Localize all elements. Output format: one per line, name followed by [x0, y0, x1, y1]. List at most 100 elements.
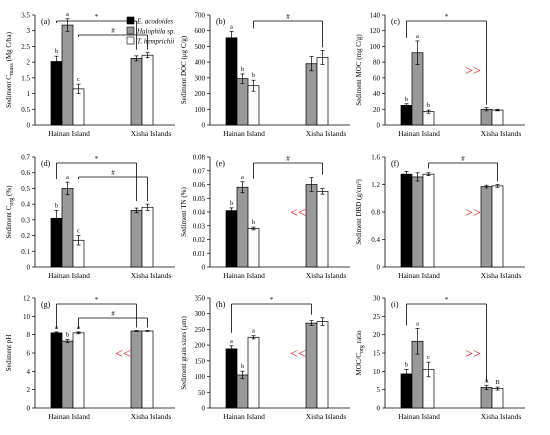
- y-tick-label: 0.02: [193, 236, 206, 244]
- y-tick-label: 10: [373, 368, 381, 376]
- bar: [236, 78, 249, 126]
- bar: [72, 332, 85, 409]
- significance-letter: b: [405, 96, 408, 103]
- x-tick-label: Xisha Islands: [131, 129, 172, 138]
- x-tick-label: Xisha Islands: [481, 271, 522, 280]
- bar: [480, 186, 493, 268]
- bar: [491, 388, 504, 409]
- bar: [316, 57, 329, 126]
- bar: [305, 322, 318, 409]
- bar: [225, 348, 238, 409]
- y-axis-title: Sediment grain sizes (μm): [180, 316, 188, 390]
- bracket-symbol: *: [445, 296, 449, 304]
- bar: [305, 184, 318, 268]
- significance-letter: a: [416, 320, 419, 327]
- bracket-symbol: *: [95, 296, 99, 304]
- significance-letter: a: [230, 338, 233, 345]
- y-tick-label: 0.2: [21, 232, 30, 240]
- bar: [400, 173, 413, 268]
- y-tick-label: 40: [373, 90, 381, 98]
- significance-letter: a: [416, 33, 419, 40]
- significance-letter: c: [77, 228, 80, 235]
- significance-letter: c: [427, 354, 430, 361]
- y-axis-title: Sediment DOC (μg C/g): [180, 35, 188, 104]
- bar: [316, 191, 329, 268]
- panel-label: (g): [41, 300, 51, 309]
- bracket-symbol: #: [286, 155, 290, 163]
- legend-swatch: [126, 16, 135, 25]
- y-tick-label: 0.8: [371, 209, 380, 217]
- y-tick-label: 2: [27, 386, 31, 394]
- bar: [130, 330, 143, 409]
- y-tick-label: 0: [27, 122, 31, 130]
- y-tick-label: 0: [377, 122, 381, 130]
- bracket-symbol: #: [111, 169, 115, 177]
- panel-label: (b): [216, 17, 226, 26]
- y-tick-label: 600: [195, 27, 206, 35]
- y-tick-label: 1.6: [371, 154, 380, 162]
- chart-panel-e: 0 0.01 0.02 0.03 0.04 0.05 0.06 0.07 0.08 Sedimen…: [180, 154, 350, 280]
- bar: [72, 88, 85, 126]
- bracket-symbol: #: [461, 155, 465, 163]
- trend-annotation: <<: [290, 206, 306, 221]
- significance-letter: b: [241, 66, 244, 73]
- bracket-symbol: #: [111, 310, 115, 318]
- x-tick-label: Hainan Island: [223, 412, 265, 421]
- bar: [480, 387, 493, 409]
- chart-panel-i: 0 5 10 15 20 25 30 MOC/Corg ratio (i) Hainan Isla…: [355, 295, 525, 421]
- bracket-symbol: *: [95, 155, 99, 163]
- bar: [247, 336, 260, 409]
- bracket-symbol: *: [445, 13, 449, 21]
- y-tick-label: 250: [195, 326, 206, 334]
- y-tick-label: 0.4: [21, 201, 30, 209]
- y-axis-title: Sediment pH: [5, 335, 13, 372]
- bar: [400, 105, 413, 126]
- x-tick-label: Hainan Island: [48, 271, 90, 280]
- bar: [50, 61, 63, 126]
- y-tick-label: 0: [27, 264, 31, 272]
- x-tick-label: Hainan Island: [223, 129, 265, 138]
- x-tick-label: Hainan Island: [398, 412, 440, 421]
- chart-panel-a: 0 0.5 1 1.5 2 2.5 3 3.5 Sediment Cmass (Mg C/ha)…: [5, 11, 175, 138]
- y-tick-label: 60: [373, 74, 381, 82]
- x-tick-label: Xisha Islands: [481, 129, 522, 138]
- x-tick-label: Hainan Island: [48, 412, 90, 421]
- significance-letter: c: [77, 76, 80, 83]
- y-axis-title: Sediment Corg (%): [5, 185, 15, 239]
- y-tick-label: 100: [195, 373, 206, 381]
- panel-label: (a): [41, 17, 50, 26]
- trend-annotation: <<: [290, 347, 306, 362]
- significance-letter: b: [405, 362, 408, 369]
- bar: [225, 210, 238, 268]
- y-tick-label: 0.5: [21, 106, 30, 114]
- bar: [400, 373, 413, 409]
- x-tick-label: Hainan Island: [398, 129, 440, 138]
- trend-annotation: <<: [115, 347, 131, 362]
- y-tick-label: 0.01: [193, 250, 206, 258]
- y-tick-label: 350: [195, 295, 206, 303]
- y-tick-label: 700: [195, 12, 206, 20]
- bracket-symbol: #: [111, 27, 115, 35]
- y-tick-label: 1.5: [21, 74, 30, 82]
- y-tick-label: 0.07: [193, 167, 206, 175]
- x-tick-label: Xisha Islands: [306, 129, 347, 138]
- y-tick-label: 120: [370, 27, 381, 35]
- bar: [411, 176, 424, 268]
- y-axis-title: Sediment TN (%): [180, 187, 188, 237]
- y-tick-label: 0.05: [193, 195, 206, 203]
- x-tick-label: Hainan Island: [223, 271, 265, 280]
- bar: [491, 185, 504, 268]
- legend: E. acodoides Halophila sp. T. hemprichii: [126, 16, 175, 46]
- panel-label: (c): [391, 17, 400, 26]
- y-tick-label: 20: [373, 106, 381, 114]
- chart-panel-b: 0 100 200 300 400 500 600 700 Sediment DOC (μg C…: [180, 12, 350, 138]
- y-tick-label: 400: [195, 59, 206, 67]
- legend-swatch: [126, 26, 135, 35]
- y-tick-label: 0: [202, 122, 206, 130]
- significance-letter: a: [252, 328, 255, 335]
- y-tick-label: 100: [195, 106, 206, 114]
- y-axis-title: Sediment MOC (mg C/g): [355, 34, 363, 106]
- trend-annotation: >>: [465, 206, 481, 221]
- bar: [247, 228, 260, 268]
- significance-letter: a: [66, 174, 69, 181]
